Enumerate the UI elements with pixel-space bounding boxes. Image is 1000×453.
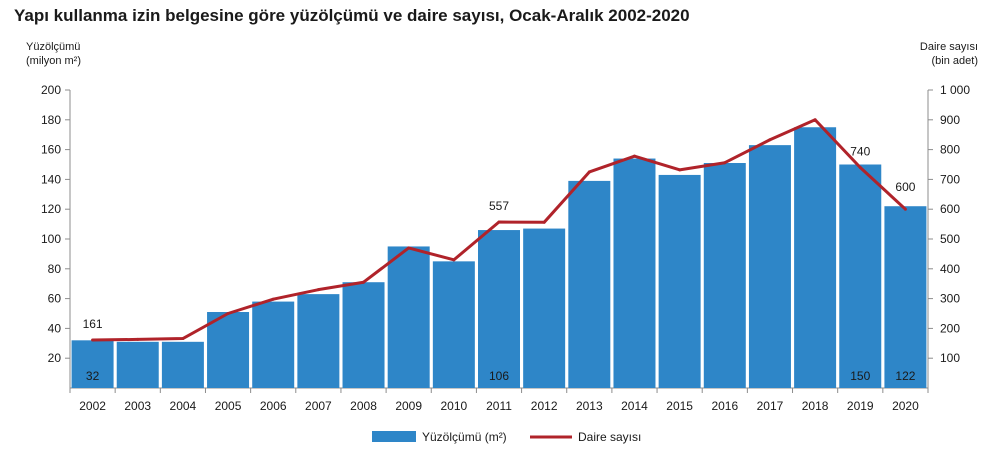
y-left-tick-label: 100: [41, 232, 61, 246]
bar: [207, 312, 250, 388]
x-tick-label: 2013: [576, 399, 603, 413]
line-point: [903, 207, 907, 211]
bar: [568, 180, 611, 388]
line-point: [407, 246, 411, 250]
y-left-tick-label: 180: [41, 113, 61, 127]
y-left-label-line2: (milyon m²): [26, 55, 81, 67]
y-left-axis-label: Yüzölçümü (milyon m²): [26, 40, 81, 68]
bar: [613, 158, 656, 388]
data-label: 106: [489, 369, 509, 383]
x-tick-label: 2020: [892, 399, 919, 413]
y-right-tick-label: 200: [940, 321, 960, 335]
legend-swatch-bar: [372, 431, 416, 442]
x-tick-label: 2010: [440, 399, 467, 413]
bar: [523, 228, 566, 388]
y-right-axis-label: Daire sayısı (bin adet): [920, 40, 978, 68]
data-label: 122: [895, 369, 915, 383]
x-tick-label: 2006: [260, 399, 287, 413]
y-left-tick-label: 200: [41, 83, 61, 97]
line-point: [91, 338, 95, 342]
bar: [748, 145, 791, 388]
x-tick-label: 2015: [666, 399, 693, 413]
data-label: 557: [489, 199, 509, 213]
y-right-tick-label: 300: [940, 292, 960, 306]
bar: [794, 127, 837, 388]
y-right-tick-label: 100: [940, 351, 960, 365]
x-tick-label: 2014: [621, 399, 648, 413]
bar: [478, 230, 520, 388]
bar: [658, 174, 701, 388]
bar: [432, 261, 475, 388]
line-point: [723, 161, 727, 165]
x-tick-label: 2009: [395, 399, 422, 413]
line-point: [497, 220, 501, 224]
line-point: [362, 280, 366, 284]
x-tick-label: 2002: [79, 399, 106, 413]
x-tick-label: 2005: [215, 399, 242, 413]
y-left-tick-label: 120: [41, 202, 61, 216]
x-tick-label: 2003: [124, 399, 151, 413]
line-point: [226, 312, 230, 315]
y-left-label-line1: Yüzölçümü: [26, 41, 81, 53]
data-label: 600: [895, 180, 915, 194]
y-right-tick-label: 400: [940, 262, 960, 276]
bar: [252, 301, 295, 388]
y-right-tick-label: 700: [940, 172, 960, 186]
y-left-tick-label: 80: [48, 262, 62, 276]
bar: [297, 294, 340, 388]
y-right-tick-label: 800: [940, 143, 960, 157]
y-left-tick-label: 40: [48, 321, 62, 335]
bar: [839, 164, 882, 388]
data-label: 161: [83, 317, 103, 331]
line-point: [181, 337, 185, 341]
line-point: [542, 220, 546, 224]
y-left-tick-label: 20: [48, 351, 62, 365]
x-tick-label: 2004: [170, 399, 197, 413]
line-point: [452, 258, 456, 262]
bar: [161, 341, 204, 388]
data-label: 32: [86, 369, 100, 383]
x-tick-label: 2018: [802, 399, 829, 413]
bar: [703, 163, 746, 388]
line-point: [316, 288, 320, 292]
y-left-tick-label: 140: [41, 172, 61, 186]
y-right-tick-label: 900: [940, 113, 960, 127]
x-tick-label: 2007: [305, 399, 332, 413]
bar: [342, 282, 385, 388]
y-right-label-line1: Daire sayısı: [919, 41, 978, 53]
y-right-label-line2: (bin adet): [931, 55, 978, 67]
x-tick-label: 2019: [847, 399, 874, 413]
x-tick-label: 2012: [531, 399, 558, 413]
y-right-tick-label: 1 000: [940, 83, 970, 97]
line-point: [271, 297, 275, 301]
bar: [884, 206, 927, 388]
y-left-tick-label: 160: [41, 143, 61, 157]
line-point: [858, 165, 862, 169]
x-tick-label: 2017: [757, 399, 784, 413]
line-point: [813, 118, 817, 122]
bar: [387, 246, 430, 388]
line-point: [678, 168, 682, 172]
line-point: [136, 337, 140, 341]
x-tick-label: 2011: [486, 399, 512, 413]
data-label: 150: [850, 369, 870, 383]
x-tick-label: 2008: [350, 399, 377, 413]
line-point: [587, 170, 591, 174]
legend-label-bar: Yüzölçümü (m²): [422, 430, 507, 444]
line-point: [768, 138, 772, 142]
x-tick-label: 2016: [711, 399, 738, 413]
line-point: [632, 154, 636, 158]
bar: [71, 340, 114, 388]
chart-title: Yapı kullanma izin belgesine göre yüzölç…: [14, 6, 690, 25]
data-label: 740: [850, 144, 870, 158]
y-left-tick-label: 60: [48, 292, 62, 306]
legend-label-line: Daire sayısı: [578, 430, 641, 444]
y-right-tick-label: 500: [940, 232, 960, 246]
bar: [116, 341, 159, 388]
y-right-tick-label: 600: [940, 202, 960, 216]
